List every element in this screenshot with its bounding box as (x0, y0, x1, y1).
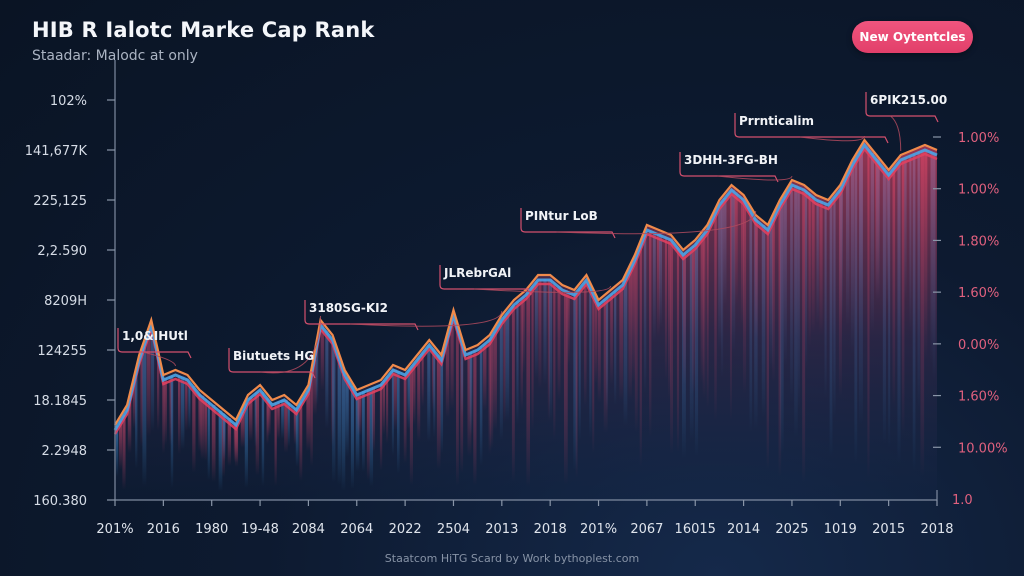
x-tick-label: 2014 (727, 522, 760, 537)
annotation-leader (142, 351, 176, 367)
x-tick-label: 2022 (389, 522, 422, 537)
x-tick-label: 2013 (485, 522, 518, 537)
y-tick-label-left: 8209H (44, 294, 87, 309)
annotation: JLRebrGAl (439, 265, 612, 296)
annotation: 3DHH-3FG-BH (679, 152, 793, 183)
annotation-leader (556, 210, 757, 235)
y-tick-label-right: 1.0 (952, 493, 973, 508)
y-tick-label-left: 102% (50, 94, 87, 109)
y-tick-label-right: 1.60% (958, 390, 999, 405)
y-tick-label-right: 0.00% (958, 338, 999, 353)
annotation-label: Biutuets HG (233, 349, 314, 363)
x-tick-label: 201% (580, 522, 617, 537)
annotation-label: JLRebrGAl (443, 266, 511, 280)
y-tick-label-left: 141,677K (25, 144, 88, 159)
annotation-bracket (228, 348, 316, 379)
annotation: Biutuets HG (228, 315, 321, 379)
x-tick-label: 2504 (437, 522, 470, 537)
annotation-label: 1,0&IHUtl (122, 329, 188, 343)
x-tick-label: 2018 (920, 522, 953, 537)
y-tick-label-left: 18.1845 (33, 394, 87, 409)
annotation-bracket (679, 152, 779, 183)
axes: 102% 141,677K 225,125 2,2.590 8209H 124255 18.… (25, 60, 1008, 537)
y-tick-label-left: 225,125 (33, 194, 87, 209)
annotation-bracket (439, 265, 532, 296)
x-tick-label: 1980 (195, 522, 228, 537)
annotations: 1,0&IHUtl Biutuets HG 3180SG-KI2 JLRebrGAl P… (117, 92, 947, 379)
x-tick-label: 2067 (630, 522, 663, 537)
x-tick-label: 1019 (824, 522, 857, 537)
footer-credit: Staatcom HiTG Scard by Work bythoplest.c… (384, 552, 640, 565)
annotation-bracket (520, 208, 616, 239)
x-tick-label: 2064 (340, 522, 373, 537)
x-tick-label: 2018 (534, 522, 567, 537)
x-tick-label: 19-48 (241, 522, 279, 537)
x-tick-label: 2084 (292, 522, 325, 537)
annotation: 3180SG-KI2 (304, 300, 503, 331)
annotation-bracket (117, 328, 192, 359)
annotation: 6PIK215.00 (865, 92, 947, 152)
y-tick-label-right: 1.60% (958, 286, 999, 301)
x-tick-label: 2025 (775, 522, 808, 537)
area-fill (115, 140, 937, 500)
y-tick-label-right: 1.80% (958, 234, 999, 249)
price-line (114, 138, 938, 426)
annotation-label: Prrnticalim (739, 114, 814, 128)
annotation-label: 3180SG-KI2 (309, 301, 388, 315)
area-layer (113, 138, 938, 500)
chart-title: HIB R Ialotc Marke Cap Rank (32, 18, 375, 42)
annotation-leader (890, 115, 902, 152)
x-tick-label: 16015 (675, 522, 716, 537)
price-line-red (113, 146, 938, 435)
annotation-label: 6PIK215.00 (870, 93, 947, 107)
annotation-bracket (304, 300, 419, 331)
x-tick-label: 2016 (147, 522, 180, 537)
y-tick-label-right: 1.00% (958, 131, 999, 146)
y-tick-label-right: 1.00% (958, 183, 999, 198)
x-tick-label: 201% (96, 522, 133, 537)
y-tick-label-left: 124255 (37, 344, 87, 359)
price-line-blue (113, 142, 938, 431)
annotation: 1,0&IHUtl (117, 328, 192, 367)
y-tick-label-left: 2.2948 (42, 444, 88, 459)
annotation: Prrnticalim (734, 113, 889, 144)
annotation-bracket (865, 92, 939, 123)
annotation-leader (473, 285, 612, 293)
y-tick-label-right: 10.00% (958, 441, 1008, 456)
y-tick-label-left: 2,2.590 (37, 244, 87, 259)
annotation: PINtur LoB (520, 208, 757, 239)
new-button[interactable]: New Oytentcles (852, 21, 973, 53)
annotation-bracket (734, 113, 889, 144)
annotation-leader (260, 315, 321, 374)
chart-subtitle: Staadar: Malodc at only (32, 48, 198, 64)
annotation-label: 3DHH-3FG-BH (684, 153, 778, 167)
y-tick-label-left: 160.380 (33, 494, 87, 509)
annotation-leader (799, 135, 865, 142)
annotation-leader (717, 175, 793, 181)
x-tick-label: 2015 (872, 522, 905, 537)
annotation-label: PINtur LoB (525, 209, 598, 223)
annotation-leader (349, 310, 503, 327)
